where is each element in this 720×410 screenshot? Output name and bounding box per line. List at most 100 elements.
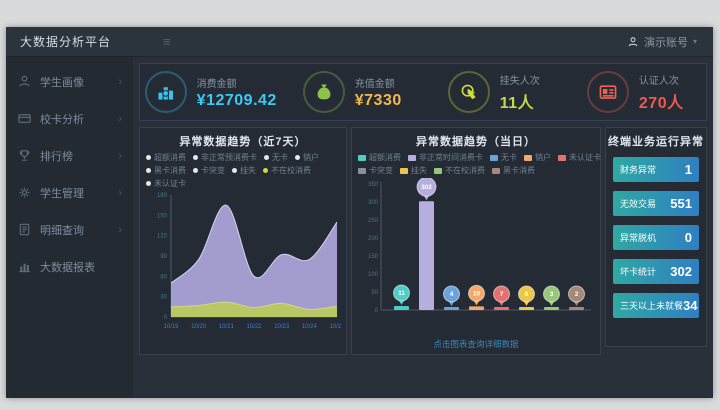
- legend-item[interactable]: 销户: [524, 152, 551, 163]
- svg-text:150: 150: [157, 213, 168, 219]
- legend-label: 超额消费: [369, 153, 401, 162]
- sidebar-item-1[interactable]: 校卡分析 ›: [6, 100, 133, 137]
- legend-item[interactable]: 不在校消费: [263, 165, 311, 176]
- user-name: 演示账号: [643, 36, 688, 49]
- legend-label: 黑卡消费: [503, 166, 535, 175]
- kpi-icon-circle: [144, 71, 187, 113]
- legend-label: 卡突变: [369, 166, 393, 175]
- svg-text:3: 3: [550, 291, 554, 298]
- legend-label: 超额消费: [154, 153, 186, 162]
- svg-text:10/24: 10/24: [302, 324, 318, 330]
- svg-text:10/23: 10/23: [274, 324, 290, 330]
- legend-label: 不在校消费: [445, 166, 485, 175]
- sidebar-item-label: 学生画像: [40, 76, 84, 89]
- sidebar-item-5[interactable]: 大数据报表: [6, 248, 133, 285]
- legend-item[interactable]: 卡突变: [193, 165, 225, 176]
- user-menu[interactable]: 演示账号 ▾: [627, 34, 697, 50]
- sidebar-item-4[interactable]: 明细查询 ›: [6, 211, 133, 248]
- svg-text:250: 250: [368, 218, 379, 224]
- legend-swatch: [400, 167, 408, 174]
- svg-text:180: 180: [157, 193, 168, 199]
- legend-item[interactable]: 销户: [295, 152, 319, 163]
- svg-text:0: 0: [375, 308, 379, 314]
- legend-item[interactable]: 黑卡消费: [146, 165, 186, 176]
- legend-item[interactable]: 超额消费: [146, 152, 186, 163]
- trophy-icon: [19, 150, 30, 161]
- legend-label: 挂失: [240, 166, 256, 175]
- report-icon: [19, 263, 30, 273]
- svg-text:6: 6: [525, 291, 529, 298]
- sidebar-item-3[interactable]: 学生管理 ›: [6, 174, 133, 211]
- sidebar-item-label: 明细查询: [40, 224, 84, 237]
- svg-text:150: 150: [368, 254, 379, 260]
- user-avatar-icon: [628, 36, 638, 46]
- stat-label: 三天以上未就餐: [620, 301, 684, 311]
- legend-item[interactable]: 超额消费: [358, 152, 401, 163]
- svg-text:50: 50: [371, 290, 378, 296]
- trend-7day-title: 异常数据趋势（近7天）: [179, 136, 307, 148]
- stat-row-1[interactable]: 无效交易 551: [613, 191, 699, 216]
- top-bar: 大数据分析平台 ≡ 演示账号 ▾: [6, 27, 713, 57]
- legend-label: 未认证卡: [569, 153, 601, 162]
- kpi-label: 认证人次: [638, 75, 679, 87]
- legend-label: 非正常预消费卡: [201, 153, 257, 162]
- legend-item[interactable]: 黑卡消费: [492, 165, 535, 176]
- legend-item[interactable]: 未认证卡: [146, 178, 186, 189]
- area-chart[interactable]: 0 30 60 90 120 150 180 10/19 10/20 10/21 10/22 10/2…: [145, 191, 345, 344]
- legend-item[interactable]: 挂失: [400, 165, 427, 176]
- legend-item[interactable]: 未认证卡: [558, 152, 601, 163]
- kpi-label: 充值金额: [354, 78, 395, 90]
- stat-row-3[interactable]: 坏卡统计 302: [613, 259, 699, 284]
- legend-swatch: [408, 154, 416, 161]
- legend-swatch: [193, 168, 198, 173]
- legend-swatch: [490, 154, 498, 161]
- kpi-card-1: ¥ 充值金额 ¥7330: [282, 64, 424, 120]
- svg-text:10/21: 10/21: [219, 324, 235, 330]
- touch-icon: [461, 84, 476, 100]
- legend-item[interactable]: 无卡: [490, 152, 517, 163]
- stat-value: 551: [670, 196, 692, 211]
- svg-text:10/20: 10/20: [191, 324, 207, 330]
- bar-chart[interactable]: 0 50 100 150 200 250 300 350 11 302 4 10 7 6 3 2: [357, 176, 595, 337]
- consume-icon: [158, 87, 173, 100]
- dashboard-frame: 大数据分析平台 ≡ 演示账号 ▾ 学生画像 › 校卡分析 › 排行榜 › 学生管理 › 明细查询…: [6, 27, 713, 398]
- stat-row-2[interactable]: 异常脱机 0: [613, 225, 699, 250]
- sidebar-item-label: 大数据报表: [40, 261, 95, 274]
- legend-item[interactable]: 非正常时间消费卡: [408, 152, 483, 163]
- svg-text:30: 30: [160, 295, 167, 301]
- sidebar-item-0[interactable]: 学生画像 ›: [6, 63, 133, 100]
- chart-detail-link[interactable]: 点击图表查询详细数据: [433, 339, 519, 349]
- kpi-card-0: 消费金额 ¥12709.42: [140, 64, 282, 120]
- stat-label: 财务异常: [620, 165, 657, 175]
- stat-row-4[interactable]: 三天以上未就餐 34: [613, 293, 699, 318]
- svg-text:2: 2: [575, 291, 579, 298]
- stat-row-0[interactable]: 财务异常 1: [613, 157, 699, 182]
- menu-toggle-icon[interactable]: ≡: [163, 34, 171, 49]
- legend-swatch: [263, 168, 268, 173]
- sidebar-item-2[interactable]: 排行榜 ›: [6, 137, 133, 174]
- sidebar: 学生画像 › 校卡分析 › 排行榜 › 学生管理 › 明细查询 › 大数据报表: [6, 57, 133, 397]
- legend-label: 卡突变: [201, 166, 225, 175]
- legend-label: 黑卡消费: [154, 166, 186, 175]
- legend-swatch: [146, 181, 151, 186]
- kpi-card-3: 认证人次 270人: [565, 64, 707, 120]
- legend-swatch: [434, 167, 442, 174]
- legend-label: 挂失: [411, 166, 427, 175]
- card-icon: [18, 114, 31, 123]
- app-title: 大数据分析平台: [20, 35, 112, 49]
- terminal-anomaly-title: 终端业务运行异常: [608, 136, 704, 148]
- legend-item[interactable]: 卡突变: [358, 165, 393, 176]
- main-content: 消费金额 ¥12709.42 ¥ 充值金额 ¥7330 挂失人次 11人 认证人次 270人 异…: [133, 57, 713, 397]
- legend-item[interactable]: 非正常预消费卡: [193, 152, 257, 163]
- legend-item[interactable]: 挂失: [232, 165, 256, 176]
- terminal-anomaly-rows: 财务异常 1 无效交易 551 异常脱机 0 坏卡统计 302 三天以上未就餐 34: [606, 151, 706, 318]
- kpi-card-2: 挂失人次 11人: [423, 64, 565, 120]
- svg-text:300: 300: [368, 200, 379, 206]
- legend-item[interactable]: 不在校消费: [434, 165, 485, 176]
- legend-item[interactable]: 无卡: [264, 152, 288, 163]
- kpi-panel: 消费金额 ¥12709.42 ¥ 充值金额 ¥7330 挂失人次 11人 认证人次 270人: [139, 63, 707, 121]
- chevron-down-icon: ▾: [692, 37, 697, 46]
- sidebar-item-label: 学生管理: [40, 187, 84, 200]
- svg-text:60: 60: [160, 274, 167, 280]
- trend-7day-legend: 超额消费 非正常预消费卡 无卡 销户黑卡消费 卡突变 挂失 不在校消费未认证卡: [140, 151, 346, 189]
